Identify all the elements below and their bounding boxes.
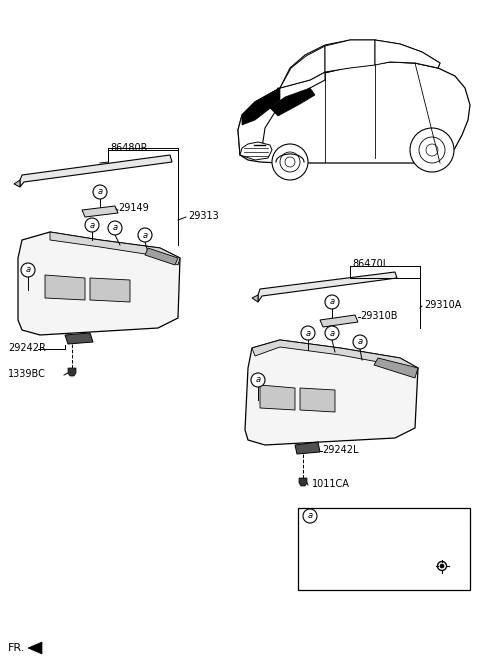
- Text: a: a: [329, 329, 335, 338]
- Polygon shape: [240, 142, 272, 160]
- Text: a: a: [112, 223, 118, 233]
- Polygon shape: [252, 295, 258, 302]
- Polygon shape: [28, 642, 42, 654]
- Polygon shape: [238, 72, 325, 158]
- Polygon shape: [20, 155, 172, 187]
- Polygon shape: [280, 40, 440, 88]
- Circle shape: [437, 562, 446, 570]
- Circle shape: [251, 373, 265, 387]
- Text: 1011CA: 1011CA: [312, 479, 350, 489]
- Polygon shape: [18, 232, 180, 335]
- Text: 86155: 86155: [308, 546, 339, 556]
- Polygon shape: [65, 333, 93, 344]
- Polygon shape: [300, 388, 335, 412]
- Circle shape: [301, 326, 315, 340]
- Circle shape: [440, 564, 444, 568]
- Text: 29313: 29313: [188, 211, 219, 221]
- Circle shape: [272, 144, 308, 180]
- Polygon shape: [252, 340, 418, 375]
- Text: 86470L: 86470L: [352, 259, 388, 269]
- Polygon shape: [280, 46, 325, 88]
- Polygon shape: [14, 180, 20, 187]
- Circle shape: [325, 326, 339, 340]
- Polygon shape: [320, 315, 358, 327]
- Text: a: a: [25, 265, 31, 275]
- Polygon shape: [258, 272, 397, 302]
- Polygon shape: [242, 88, 280, 125]
- Circle shape: [325, 295, 339, 309]
- Circle shape: [21, 263, 35, 277]
- Text: a: a: [307, 512, 312, 520]
- Polygon shape: [50, 232, 180, 265]
- Text: 29242R: 29242R: [8, 343, 46, 353]
- Text: a: a: [305, 329, 311, 338]
- Polygon shape: [270, 88, 315, 116]
- Text: 86157A: 86157A: [385, 533, 422, 543]
- Circle shape: [93, 185, 107, 199]
- Polygon shape: [375, 40, 440, 68]
- Polygon shape: [260, 385, 295, 410]
- Text: 29149: 29149: [118, 203, 149, 213]
- Text: 86156: 86156: [385, 561, 416, 571]
- Text: a: a: [358, 338, 362, 346]
- Circle shape: [138, 228, 152, 242]
- Polygon shape: [90, 278, 130, 302]
- Circle shape: [108, 221, 122, 235]
- Circle shape: [303, 509, 317, 523]
- Polygon shape: [299, 478, 307, 486]
- Circle shape: [410, 128, 454, 172]
- Text: a: a: [97, 187, 103, 197]
- Text: a: a: [255, 376, 261, 384]
- Text: 86480R: 86480R: [110, 143, 147, 153]
- Polygon shape: [374, 358, 418, 378]
- Text: 29242L: 29242L: [322, 445, 359, 455]
- Polygon shape: [245, 340, 418, 445]
- Polygon shape: [45, 275, 85, 300]
- Text: a: a: [89, 221, 95, 229]
- Text: FR.: FR.: [8, 643, 25, 653]
- Polygon shape: [82, 206, 118, 217]
- Polygon shape: [295, 442, 320, 454]
- Text: 29310A: 29310A: [424, 300, 461, 310]
- Text: a: a: [329, 297, 335, 307]
- Text: 29310B: 29310B: [360, 311, 397, 321]
- Circle shape: [85, 218, 99, 232]
- Polygon shape: [238, 62, 470, 163]
- Polygon shape: [68, 368, 76, 376]
- Bar: [298, 508, 470, 590]
- Polygon shape: [145, 248, 178, 265]
- Text: 1339BC: 1339BC: [8, 369, 46, 379]
- Circle shape: [353, 335, 367, 349]
- Text: a: a: [143, 231, 147, 239]
- Polygon shape: [325, 40, 375, 72]
